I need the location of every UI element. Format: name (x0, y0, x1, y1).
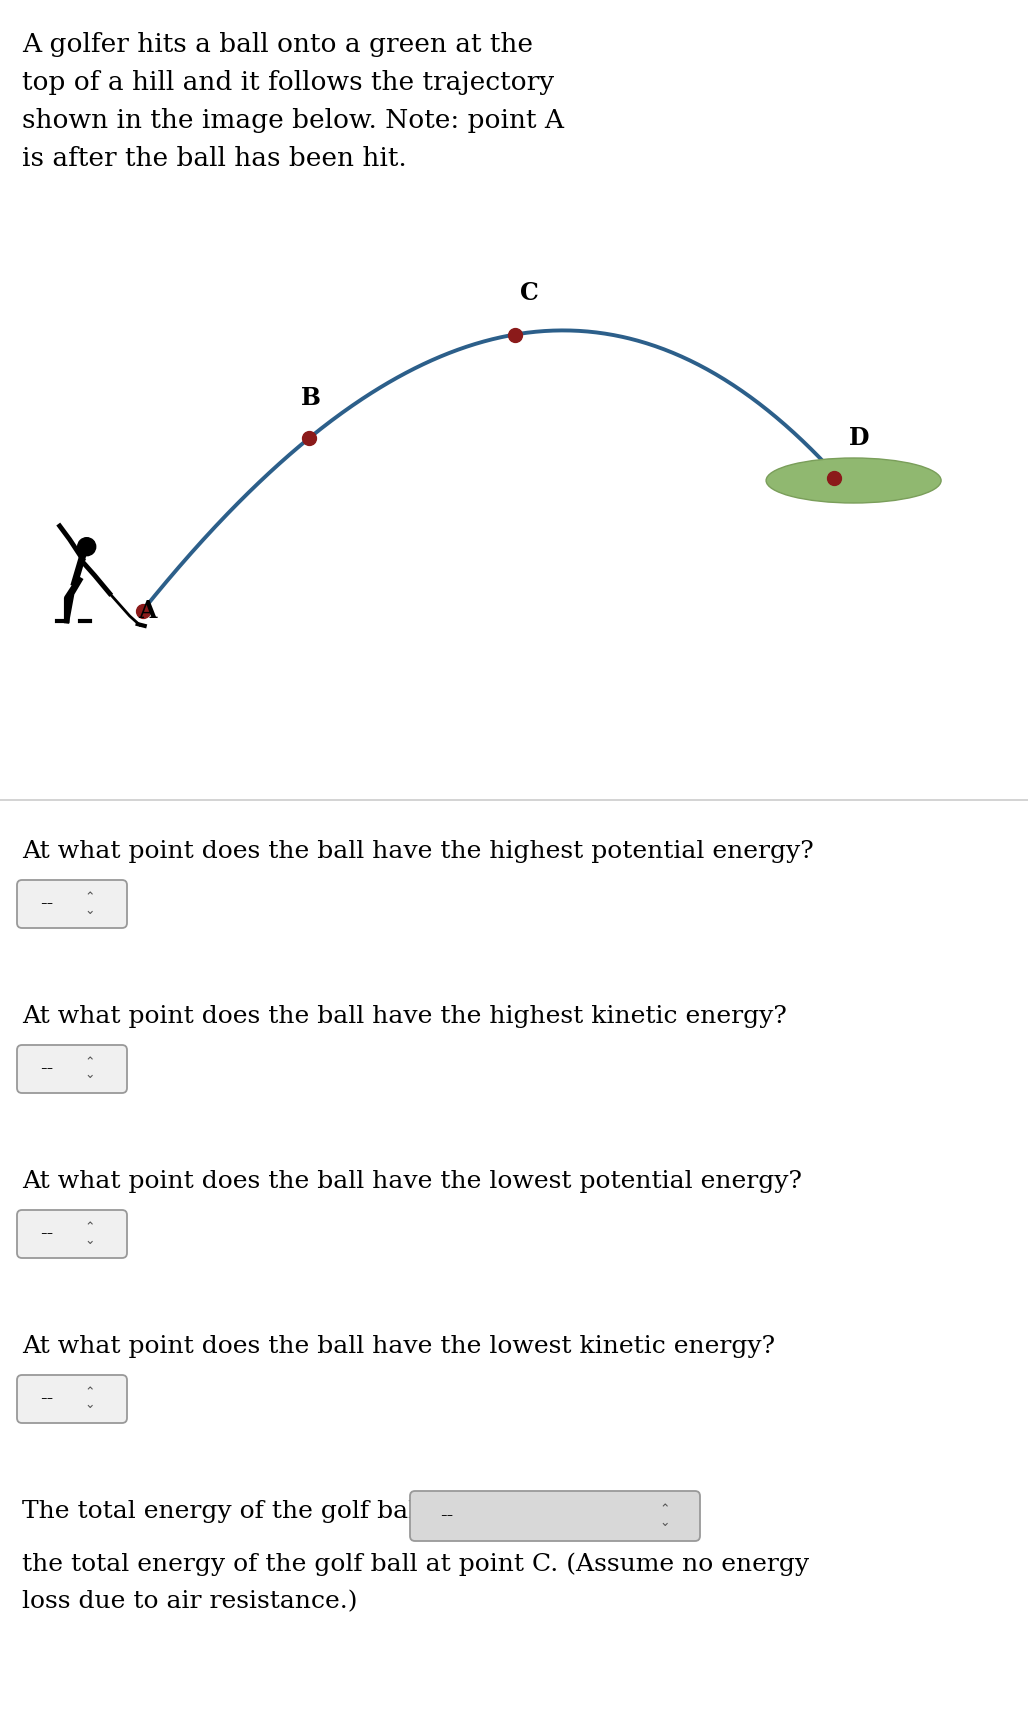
Text: At what point does the ball have the highest potential energy?: At what point does the ball have the hig… (22, 840, 814, 862)
Text: the total energy of the golf ball at point C. (Assume no energy: the total energy of the golf ball at poi… (22, 1552, 809, 1576)
Text: A golfer hits a ball onto a green at the: A golfer hits a ball onto a green at the (22, 33, 533, 56)
Text: At what point does the ball have the highest kinetic energy?: At what point does the ball have the hig… (22, 1004, 786, 1028)
Text: loss due to air resistance.): loss due to air resistance.) (22, 1590, 358, 1613)
FancyBboxPatch shape (410, 1490, 700, 1542)
Text: top of a hill and it follows the trajectory: top of a hill and it follows the traject… (22, 70, 554, 96)
Text: At what point does the ball have the lowest potential energy?: At what point does the ball have the low… (22, 1170, 802, 1193)
Text: --: -- (40, 895, 53, 914)
Text: ⌃
⌄: ⌃ ⌄ (84, 1222, 96, 1247)
Text: D: D (848, 426, 869, 450)
Text: ⌃
⌄: ⌃ ⌄ (660, 1504, 670, 1528)
Text: C: C (520, 281, 539, 305)
Text: is after the ball has been hit.: is after the ball has been hit. (22, 145, 407, 171)
Text: B: B (301, 387, 321, 411)
Text: --: -- (40, 1225, 53, 1242)
Text: The total energy of the golf ball at point B is: The total energy of the golf ball at poi… (22, 1501, 586, 1523)
Text: ⌃
⌄: ⌃ ⌄ (84, 1056, 96, 1081)
Text: At what point does the ball have the lowest kinetic energy?: At what point does the ball have the low… (22, 1335, 775, 1359)
Text: ⌃
⌄: ⌃ ⌄ (84, 1386, 96, 1412)
Ellipse shape (766, 459, 941, 503)
FancyBboxPatch shape (17, 1376, 127, 1424)
Text: A: A (138, 599, 156, 623)
Circle shape (78, 537, 96, 556)
Text: ⌃
⌄: ⌃ ⌄ (84, 891, 96, 917)
Text: --: -- (440, 1507, 453, 1525)
FancyBboxPatch shape (17, 1045, 127, 1093)
FancyBboxPatch shape (17, 1210, 127, 1258)
FancyBboxPatch shape (17, 879, 127, 927)
Text: --: -- (40, 1061, 53, 1078)
Text: shown in the image below. Note: point A: shown in the image below. Note: point A (22, 108, 564, 133)
Text: --: -- (40, 1389, 53, 1408)
